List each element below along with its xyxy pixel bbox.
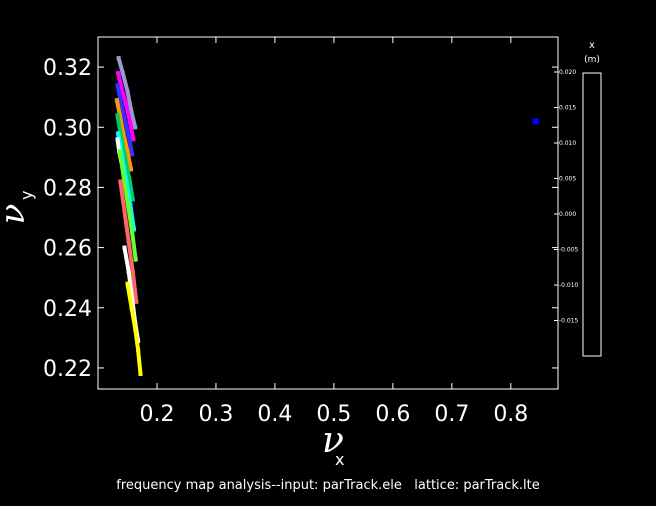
data-point [129, 110, 134, 115]
y-tick-label: 0.26 [43, 237, 92, 262]
y-axis-label: ν [0, 204, 33, 225]
y-tick-label: 0.32 [43, 56, 92, 81]
data-point [116, 71, 121, 76]
x-tick-label: 0.5 [316, 402, 351, 427]
data-point [128, 203, 133, 208]
x-tick-label: 0.6 [375, 402, 410, 427]
data-point [126, 134, 131, 139]
data-point [125, 149, 130, 154]
y-tick-label: 0.30 [43, 116, 92, 141]
data-point [118, 179, 123, 184]
data-point [127, 119, 132, 124]
colorbar-box [582, 72, 602, 357]
colorbar-tick-label: -0.015 [559, 318, 579, 325]
data-point [118, 98, 123, 103]
colorbar-tick-label: -0.010 [559, 282, 579, 289]
data-point [136, 347, 141, 352]
data-point [121, 131, 126, 136]
y-tick-label: 0.28 [43, 176, 92, 201]
colorbar-tick-label: 0.020 [559, 69, 576, 76]
colorbar-tick-label: 0.005 [559, 176, 576, 183]
footer-caption: frequency map analysis--input: parTrack.… [116, 478, 540, 493]
data-point [123, 155, 128, 160]
data-point [122, 209, 127, 214]
data-point [125, 89, 130, 94]
data-point [127, 176, 132, 181]
colorbar-tick-label: -0.005 [559, 247, 579, 254]
y-axis-ticks: 0.22 0.24 0.26 0.28 0.30 0.32 [43, 56, 558, 382]
y-tick-label: 0.22 [43, 357, 92, 382]
data-point [130, 230, 135, 235]
x-axis-ticks: 0.2 0.3 0.4 0.5 0.6 0.7 0.8 [139, 37, 528, 427]
data-point [130, 152, 135, 157]
data-point [122, 116, 127, 121]
x-axis-label-subscript: x [335, 450, 344, 469]
data-point [131, 137, 136, 142]
data-point [138, 372, 143, 376]
data-point [130, 296, 135, 301]
data-point [115, 137, 120, 142]
x-tick-label: 0.4 [257, 402, 292, 427]
data-point [129, 305, 134, 310]
data-point [116, 56, 121, 61]
data-point [133, 257, 138, 262]
data-point [134, 299, 139, 304]
data-point [115, 113, 120, 118]
x-tick-label: 0.3 [198, 402, 233, 427]
data-point [119, 134, 123, 139]
data-point [117, 113, 122, 118]
colorbar-tick-label: 0.000 [559, 211, 576, 218]
x-tick-label: 0.7 [434, 402, 469, 427]
data-point [126, 269, 131, 274]
data-point [130, 197, 135, 202]
x-axis-label: ν [322, 420, 344, 461]
data-point [119, 86, 124, 91]
data-point [115, 83, 120, 88]
data-point [125, 281, 130, 286]
data-point [120, 71, 125, 76]
colorbar-ticks: 0.020 0.015 0.010 0.005 0.000 -0.005 -0.010 -0.… [554, 69, 579, 325]
data-point [133, 326, 138, 331]
data-point [114, 98, 119, 103]
data-point [133, 125, 138, 130]
x-tick-label: 0.8 [493, 402, 528, 427]
data-point [126, 239, 131, 244]
colorbar-tick-label: 0.015 [559, 105, 576, 112]
x-tick-label: 0.2 [139, 402, 174, 427]
data-point [130, 269, 135, 274]
highlight-point [532, 118, 539, 125]
data-point [116, 131, 121, 136]
data-point [129, 167, 133, 172]
data-point [117, 149, 122, 154]
data-series [114, 56, 539, 376]
y-tick-label: 0.24 [43, 297, 92, 322]
data-point [123, 101, 128, 106]
data-point [121, 176, 126, 181]
data-point [122, 245, 127, 250]
data-point [132, 227, 136, 232]
plot-frame [97, 36, 559, 390]
colorbar-tick-label: 0.010 [559, 140, 576, 147]
colorbar-unit: (m) [584, 55, 600, 65]
data-point [126, 203, 131, 208]
y-axis-label-subscript: y [17, 191, 36, 200]
colorbar-title: x [589, 40, 595, 51]
